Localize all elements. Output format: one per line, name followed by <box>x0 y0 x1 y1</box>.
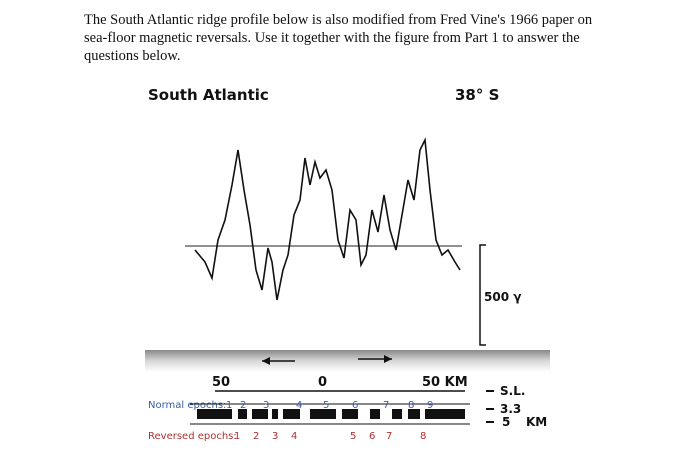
reversed-number: 1 <box>234 431 240 442</box>
distance-label: 50 <box>212 375 230 390</box>
epoch-gap <box>278 409 283 419</box>
text-line: sea-floor magnetic reversals. Use it tog… <box>84 30 580 46</box>
arrow-left-head <box>262 357 270 365</box>
distance-label: 50 KM <box>422 375 468 390</box>
normal-number: 3 <box>263 400 269 411</box>
normal-number: 8 <box>408 400 414 411</box>
depth-label: 5 <box>502 415 510 429</box>
reversed-number: 3 <box>272 431 278 442</box>
amplitude-scale: 500 γ <box>484 290 521 304</box>
figure-title: South Atlantic <box>148 86 269 104</box>
reversed-number: 8 <box>420 431 426 442</box>
text-line: The South Atlantic ridge profile below i… <box>84 12 593 28</box>
normal-label: Normal epochs: <box>148 400 226 411</box>
normal-number: 7 <box>383 400 389 411</box>
normal-number: 1 <box>226 400 232 411</box>
reversed-number: 6 <box>369 431 375 442</box>
reversed-number: 2 <box>253 431 259 442</box>
arrow-right-head <box>384 355 392 363</box>
epoch-bar <box>197 409 465 419</box>
epoch-gap <box>232 409 238 419</box>
reversed-number: 4 <box>291 431 297 442</box>
epoch-gap <box>380 409 392 419</box>
text-line: questions below. <box>84 48 181 64</box>
epoch-gap <box>336 409 342 419</box>
distance-label: 0 <box>318 375 327 390</box>
normal-number: 5 <box>323 400 329 411</box>
normal-number: 2 <box>240 400 246 411</box>
latitude: 38° S <box>455 86 499 104</box>
normal-number: 4 <box>296 400 302 411</box>
reversed-number: 7 <box>386 431 392 442</box>
epoch-gap <box>358 409 370 419</box>
depth-label: KM <box>526 415 547 429</box>
reversed-number: 5 <box>350 431 356 442</box>
epoch-gap <box>300 409 310 419</box>
epoch-gap <box>402 409 408 419</box>
reversed-label: Reversed epochs: <box>148 431 237 442</box>
epoch-gap <box>247 409 252 419</box>
normal-number: 9 <box>427 400 433 411</box>
normal-number: 6 <box>352 400 358 411</box>
profile <box>194 137 461 301</box>
epoch-gap <box>268 409 272 419</box>
epoch-gap <box>420 409 425 419</box>
scale-bracket <box>479 244 486 346</box>
depth-label: S.L. <box>500 384 525 398</box>
band <box>145 350 550 372</box>
depth-label: 3.3 <box>500 402 521 416</box>
